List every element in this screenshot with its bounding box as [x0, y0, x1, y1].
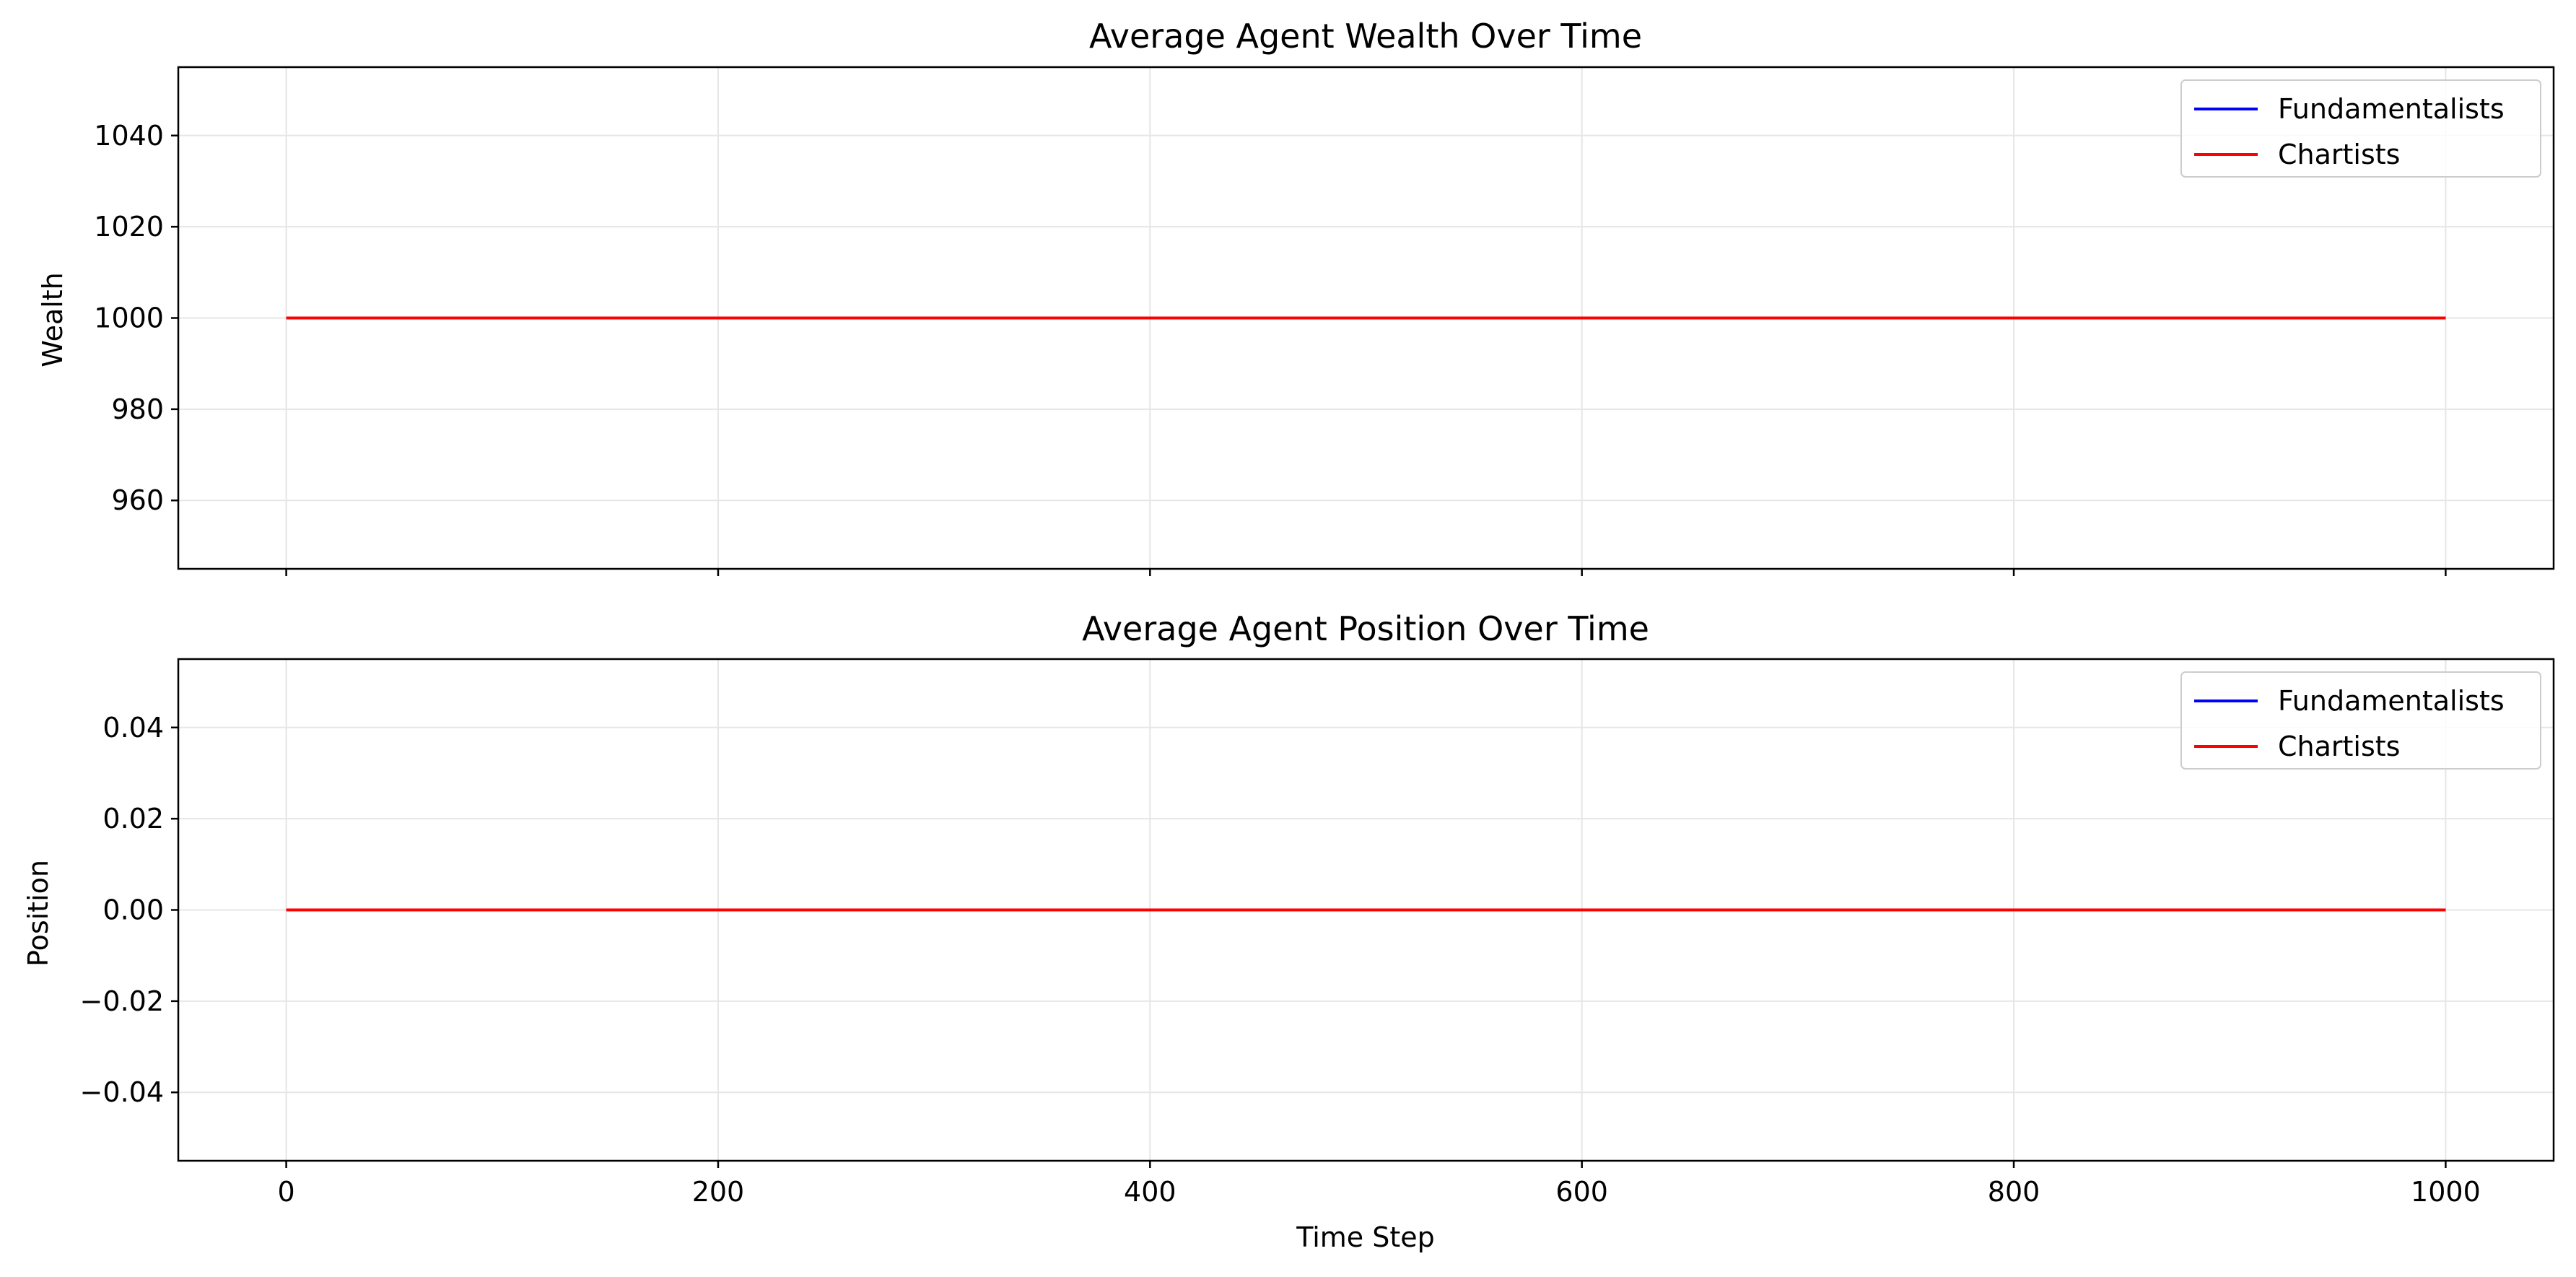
position-legend-label-chartists: Chartists [2278, 731, 2400, 762]
wealth-legend-label-fundamentalists: Fundamentalists [2278, 93, 2505, 125]
wealth-y-tick-label: 1000 [94, 302, 164, 334]
position-legend-label-fundamentalists: Fundamentalists [2278, 685, 2505, 717]
position-y-tick-label: −0.04 [80, 1076, 164, 1108]
position-ticks: 0 200 400 600 800 1000 −0.04 −0.02 0.00 0.02 0.04 [80, 712, 2481, 1208]
position-x-tick-label: 1000 [2411, 1176, 2481, 1208]
position-y-tick-label: 0.02 [102, 803, 164, 834]
position-panel-title: Average Agent Position Over Time [1082, 609, 1649, 648]
wealth-legend-label-chartists: Chartists [2278, 139, 2400, 170]
wealth-y-axis-label: Wealth [37, 272, 69, 367]
position-legend: Fundamentalists Chartists [2180, 671, 2541, 770]
wealth-y-tick-label: 1040 [94, 120, 164, 152]
wealth-y-tick-label: 960 [111, 484, 164, 516]
position-x-axis-label: Time Step [1296, 1221, 1435, 1253]
wealth-y-tick-label: 1020 [94, 211, 164, 243]
position-y-tick-label: 0.00 [102, 894, 164, 926]
position-x-tick-label: 0 [277, 1176, 294, 1208]
wealth-y-tick-label: 980 [111, 393, 164, 425]
wealth-legend: Fundamentalists Chartists [2180, 79, 2541, 178]
position-y-axis-label: Position [22, 860, 54, 967]
position-x-tick-label: 800 [1988, 1176, 2040, 1208]
wealth-panel-title: Average Agent Wealth Over Time [1089, 17, 1642, 56]
position-x-tick-label: 200 [692, 1176, 745, 1208]
wealth-legend-box [2180, 79, 2541, 178]
position-x-tick-label: 600 [1555, 1176, 1608, 1208]
wealth-panel: Average Agent Wealth Over Time 960 980 100… [37, 17, 2555, 576]
position-y-tick-label: −0.02 [80, 985, 164, 1017]
position-legend-box [2180, 671, 2541, 770]
position-y-tick-label: 0.04 [102, 712, 164, 744]
position-x-tick-label: 400 [1124, 1176, 1176, 1208]
position-panel: Average Agent Position Over Time 0 200 400… [22, 609, 2555, 1253]
wealth-ticks: 960 980 1000 1020 1040 [94, 120, 2447, 576]
